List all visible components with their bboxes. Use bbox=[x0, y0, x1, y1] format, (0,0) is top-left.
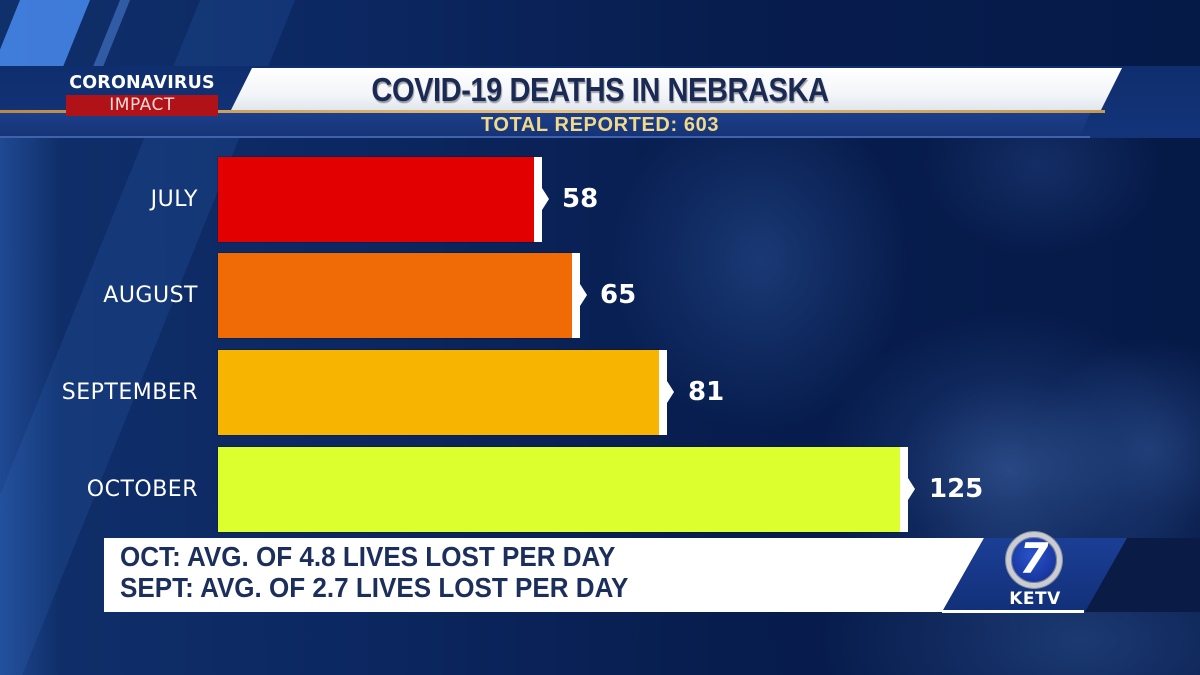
bar-pointer-icon bbox=[667, 381, 674, 403]
decorative-glow bbox=[0, 135, 60, 675]
bar-august bbox=[218, 253, 572, 338]
brand-bottom-label: IMPACT bbox=[66, 95, 218, 116]
bar-end-cap bbox=[572, 253, 580, 338]
footer-annotation: OCT: AVG. OF 4.8 LIVES LOST PER DAY SEPT… bbox=[120, 541, 827, 603]
category-label: OCTOBER bbox=[86, 477, 198, 502]
title-plate bbox=[230, 68, 1122, 112]
footer-line-september: SEPT: AVG. OF 2.7 LIVES LOST PER DAY bbox=[120, 572, 629, 603]
category-label: JULY bbox=[150, 187, 198, 212]
brand-top-label: CORONAVIRUS bbox=[69, 73, 215, 93]
footer-plate bbox=[104, 538, 984, 612]
category-label: SEPTEMBER bbox=[61, 380, 198, 405]
bar-value-label: 81 bbox=[688, 377, 725, 407]
bar-end-cap bbox=[900, 447, 908, 532]
chart-row-july: JULY 58 bbox=[0, 157, 1200, 242]
bar-value-label: 65 bbox=[600, 280, 637, 310]
bar-pointer-icon bbox=[908, 478, 915, 500]
gold-divider bbox=[0, 110, 1105, 113]
category-label: AUGUST bbox=[103, 283, 198, 308]
channel-7-logo-icon: 7 bbox=[1006, 532, 1062, 588]
bar-october bbox=[218, 447, 900, 532]
bar-end-cap bbox=[534, 157, 542, 242]
bar-july bbox=[218, 157, 534, 242]
bar-end-cap bbox=[659, 350, 667, 435]
bar-pointer-icon bbox=[542, 188, 549, 210]
logo-underline bbox=[942, 610, 1084, 613]
station-callsign: KETV bbox=[1009, 589, 1061, 609]
segment-brand: CORONAVIRUS IMPACT bbox=[66, 72, 218, 116]
header-divider bbox=[0, 136, 1090, 138]
bar-september bbox=[218, 350, 659, 435]
chart-title: COVID-19 DEATHS IN NEBRASKA bbox=[371, 71, 829, 108]
footer-line-october: OCT: AVG. OF 4.8 LIVES LOST PER DAY bbox=[120, 541, 616, 572]
chart-subtitle: TOTAL REPORTED: 603 bbox=[480, 114, 720, 136]
bar-value-label: 58 bbox=[562, 184, 599, 214]
bar-value-label: 125 bbox=[929, 474, 984, 504]
chart-row-october: OCTOBER 125 bbox=[0, 447, 1200, 532]
chart-row-september: SEPTEMBER 81 bbox=[0, 350, 1200, 435]
bar-pointer-icon bbox=[580, 284, 587, 306]
chart-row-august: AUGUST 65 bbox=[0, 253, 1200, 338]
subtitle-band bbox=[0, 113, 1090, 137]
